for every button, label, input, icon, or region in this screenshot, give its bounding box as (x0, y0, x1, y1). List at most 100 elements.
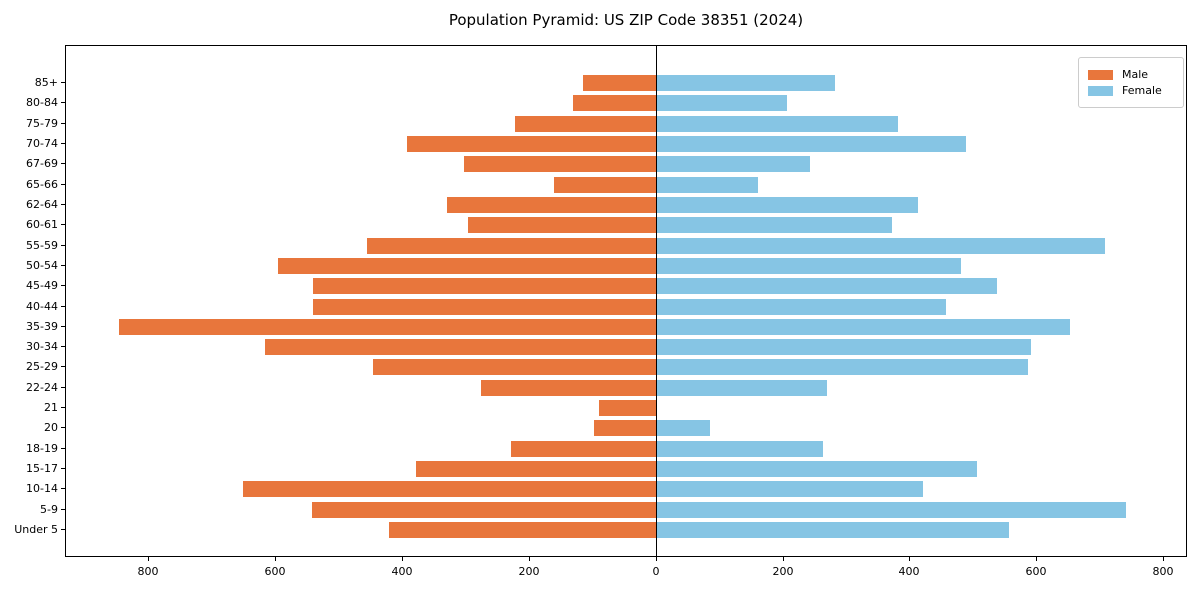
y-axis-label-40-44: 40-44 (26, 299, 58, 313)
female-color-swatch (1088, 85, 1113, 96)
bar-female-62-64 (656, 196, 919, 213)
x-tick-mark (1036, 557, 1037, 561)
bar-male-20 (593, 420, 656, 437)
x-axis-label-800-0: 800 (137, 565, 159, 578)
y-axis-label-21: 21 (44, 401, 58, 415)
y-tick-mark (61, 102, 65, 104)
y-axis-label-85+: 85+ (34, 76, 58, 89)
male-color-swatch (1088, 69, 1113, 80)
x-tick-mark (529, 557, 530, 561)
x-axis-label-200-5: 200 (772, 565, 794, 578)
bar-male-18-19 (511, 440, 656, 457)
y-axis-label-18-19: 18-19 (26, 441, 58, 455)
y-tick-mark (61, 386, 65, 388)
x-tick-mark (1163, 557, 1164, 561)
bar-male-75-79 (515, 115, 656, 132)
y-axis-label-15-17: 15-17 (26, 462, 58, 476)
bar-male-67-69 (463, 156, 656, 173)
bar-male-10-14 (242, 481, 656, 498)
bar-male-45-49 (312, 278, 656, 295)
legend: Male Female (1078, 57, 1184, 108)
y-tick-mark (61, 305, 65, 307)
bar-male-40-44 (312, 298, 656, 315)
zero-axis-line (656, 46, 657, 556)
bar-female-75-79 (656, 115, 898, 132)
y-axis-label-60-61: 60-61 (26, 218, 58, 232)
y-axis-label-25-29: 25-29 (26, 360, 58, 374)
y-tick-mark (61, 244, 65, 246)
bar-female-20 (656, 420, 711, 437)
bar-female-15-17 (656, 461, 978, 478)
y-axis-label-80-84: 80-84 (26, 96, 58, 110)
x-tick-mark (909, 557, 910, 561)
y-axis-label-30-34: 30-34 (26, 340, 58, 354)
bar-male-50-54 (277, 257, 656, 274)
y-tick-mark (61, 366, 65, 368)
y-tick-mark (61, 163, 65, 165)
bar-male-25-29 (372, 359, 656, 376)
bar-female-55-59 (656, 237, 1105, 254)
x-tick-mark (783, 557, 784, 561)
x-tick-mark (148, 557, 149, 561)
y-axis-label-70-74: 70-74 (26, 136, 58, 150)
y-axis-label-75-79: 75-79 (26, 116, 58, 130)
bar-male-21 (599, 400, 656, 417)
y-tick-mark (61, 142, 65, 144)
y-axis-label-35-39: 35-39 (26, 319, 58, 333)
y-tick-mark (61, 203, 65, 205)
bar-male-60-61 (468, 217, 656, 234)
x-tick-mark (656, 557, 657, 561)
y-axis-label-50-54: 50-54 (26, 258, 58, 272)
y-axis-label-62-64: 62-64 (26, 197, 58, 211)
x-axis-label-400-2: 400 (391, 565, 413, 578)
legend-label-female: Female (1122, 84, 1162, 97)
x-tick-mark (402, 557, 403, 561)
legend-item-male: Male (1088, 68, 1174, 81)
bar-female-10-14 (656, 481, 924, 498)
y-axis-label-65-66: 65-66 (26, 177, 58, 191)
y-axis-label-45-49: 45-49 (26, 279, 58, 293)
bar-male-15-17 (416, 461, 656, 478)
bar-female-40-44 (656, 298, 946, 315)
y-tick-mark (61, 488, 65, 490)
y-axis-label-Under 5: Under 5 (14, 523, 58, 537)
bar-female-85+ (656, 75, 835, 91)
y-tick-mark (61, 325, 65, 327)
bar-female-50-54 (656, 257, 962, 274)
x-axis-label-400-6: 400 (898, 565, 920, 578)
bar-male-62-64 (446, 196, 656, 213)
bar-female-22-24 (656, 379, 827, 396)
y-tick-mark (61, 447, 65, 449)
y-tick-mark (61, 264, 65, 266)
y-axis-label-5-9: 5-9 (40, 502, 58, 516)
legend-item-female: Female (1088, 84, 1174, 97)
y-tick-mark (61, 346, 65, 348)
y-axis-label-55-59: 55-59 (26, 238, 58, 252)
y-axis-label-67-69: 67-69 (26, 157, 58, 171)
x-axis-label-800-8: 800 (1152, 565, 1174, 578)
bar-female-70-74 (656, 135, 966, 152)
bar-male-85+ (582, 75, 656, 91)
bar-female-80-84 (656, 95, 787, 112)
x-axis-label-0-4: 0 (652, 565, 660, 578)
x-axis-label-600-7: 600 (1025, 565, 1047, 578)
bar-male-35-39 (118, 318, 656, 335)
plot-area (65, 45, 1187, 557)
bar-male-5-9 (312, 501, 656, 518)
bar-male-80-84 (573, 95, 656, 112)
bar-male-Under 5 (389, 522, 656, 539)
bar-male-30-34 (265, 339, 656, 356)
y-tick-mark (61, 224, 65, 226)
y-axis-label-22-24: 22-24 (26, 380, 58, 394)
legend-label-male: Male (1122, 68, 1149, 81)
y-axis-label-10-14: 10-14 (26, 482, 58, 496)
y-tick-mark (61, 122, 65, 124)
y-tick-mark (61, 285, 65, 287)
bar-female-35-39 (656, 318, 1071, 335)
y-tick-mark (61, 183, 65, 185)
bar-male-55-59 (367, 237, 656, 254)
x-axis-label-200-3: 200 (518, 565, 540, 578)
bar-female-60-61 (656, 217, 893, 234)
y-tick-mark (61, 82, 65, 83)
bar-female-25-29 (656, 359, 1029, 376)
